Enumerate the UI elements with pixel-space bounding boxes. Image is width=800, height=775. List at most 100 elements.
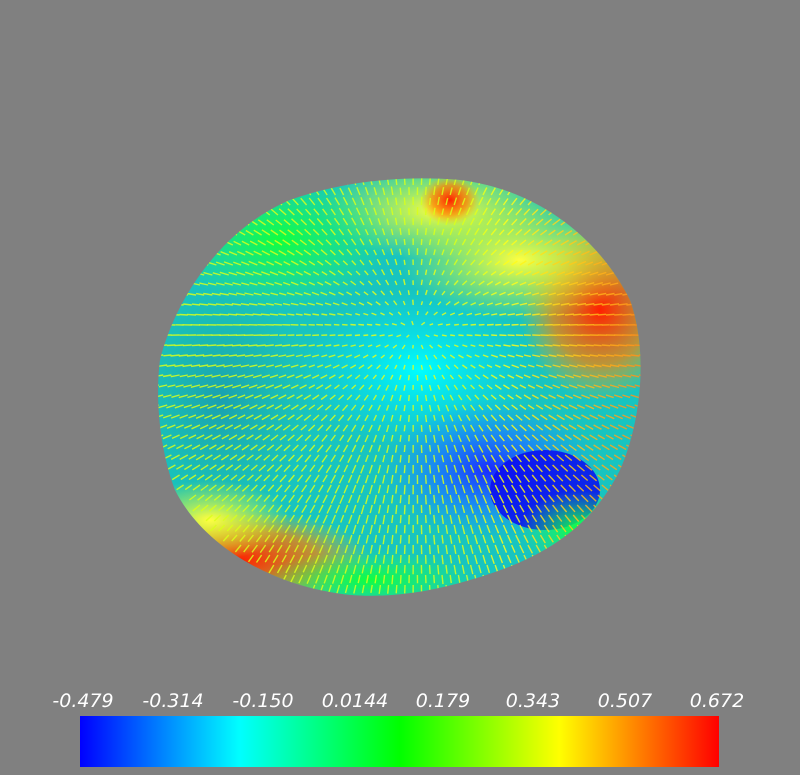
vector-glyph <box>498 554 504 564</box>
vector-glyph <box>568 504 576 513</box>
vector-glyph <box>406 334 410 338</box>
vector-glyph <box>626 424 635 430</box>
vector-glyph <box>399 474 402 483</box>
vector-glyph <box>523 228 531 236</box>
vector-glyph <box>523 474 530 483</box>
vector-glyph <box>539 494 547 503</box>
vector-glyph <box>308 197 316 206</box>
vector-glyph <box>282 344 291 347</box>
vector-glyph <box>589 434 598 441</box>
vector-glyph <box>552 504 559 513</box>
vector-glyph <box>589 514 597 523</box>
vector-glyph <box>162 414 172 419</box>
vector-glyph <box>494 218 501 226</box>
vector-glyph <box>548 494 555 503</box>
vector-glyph <box>437 238 441 246</box>
vector-glyph <box>200 504 209 512</box>
vector-glyph <box>548 250 557 256</box>
vector-glyph <box>503 364 511 369</box>
vector-glyph <box>399 534 402 544</box>
vector-glyph <box>199 384 209 388</box>
vector-glyph <box>381 228 386 236</box>
vector-field-sphere[interactable] <box>0 0 800 680</box>
vector-glyph <box>539 514 546 523</box>
vector-glyph <box>166 404 176 409</box>
vector-glyph <box>378 584 382 594</box>
vector-glyph <box>363 334 369 337</box>
vector-glyph <box>257 404 266 410</box>
vector-glyph <box>253 414 262 420</box>
vector-glyph <box>510 504 517 514</box>
vector-glyph <box>158 394 164 398</box>
vector-glyph <box>171 434 180 440</box>
vector-glyph <box>450 166 452 175</box>
vector-glyphs <box>158 166 641 595</box>
vector-glyph <box>179 293 188 296</box>
vector-glyph <box>221 454 230 461</box>
vector-glyph <box>589 251 598 256</box>
vector-glyph <box>386 524 390 534</box>
vector-glyph <box>519 504 525 513</box>
vector-glyph <box>486 280 494 286</box>
vector-glyph <box>577 302 587 306</box>
vector-glyph <box>457 249 462 256</box>
vector-glyph <box>424 354 429 360</box>
vector-glyph <box>576 504 585 513</box>
vector-glyph <box>511 281 519 286</box>
vector-glyph <box>250 484 258 492</box>
vector-glyph <box>333 404 340 411</box>
vector-glyph <box>266 260 275 266</box>
vector-glyph <box>457 474 462 484</box>
vector-glyph <box>499 374 506 379</box>
vector-glyph <box>523 313 532 316</box>
vector-glyph <box>535 218 544 226</box>
vector-glyph <box>605 474 613 481</box>
vector-glyph <box>572 454 582 462</box>
vector-glyph <box>400 167 401 175</box>
vector-glyph <box>335 504 341 514</box>
vector-glyph <box>437 301 442 306</box>
vector-glyph <box>441 414 445 422</box>
vector-glyph <box>286 250 295 256</box>
vector-glyph <box>424 394 428 402</box>
vector-glyph <box>490 514 496 524</box>
vector-glyph <box>552 303 561 306</box>
vector-glyph <box>382 434 386 442</box>
vector-glyph <box>167 384 176 388</box>
vector-glyph <box>339 494 345 504</box>
vector-glyph <box>269 313 279 316</box>
vector-glyph <box>585 282 595 286</box>
vector-glyph <box>453 504 457 514</box>
vector-glyph <box>434 166 435 175</box>
vector-glyph <box>296 208 304 216</box>
vector-glyph <box>350 302 357 306</box>
vector-glyph <box>403 217 406 226</box>
vector-glyph <box>350 323 356 326</box>
vector-glyph <box>317 239 324 246</box>
vector-glyph <box>391 494 394 504</box>
vector-glyph <box>241 282 250 286</box>
vector-glyph <box>515 207 523 216</box>
vector-glyph <box>450 334 456 337</box>
vector-glyph <box>209 504 217 512</box>
vector-glyph <box>437 424 440 432</box>
vector-glyph <box>358 344 365 348</box>
vector-glyph <box>274 424 283 431</box>
vector-glyph <box>576 484 585 492</box>
vector-glyph <box>286 394 295 400</box>
vector-glyph <box>391 323 397 326</box>
vector-glyph <box>605 414 615 420</box>
vector-glyph <box>270 229 279 236</box>
vector-glyph <box>461 280 468 286</box>
vector-glyph <box>503 302 510 306</box>
vector-glyph <box>312 313 320 316</box>
vector-glyph <box>527 281 536 286</box>
vector-glyph <box>382 574 386 584</box>
vector-glyph <box>351 384 357 390</box>
vector-glyph <box>279 474 287 483</box>
vector-glyph <box>390 207 394 216</box>
vector-glyph <box>322 494 328 504</box>
vector-glyph <box>237 434 246 441</box>
vector-glyph <box>548 434 557 442</box>
